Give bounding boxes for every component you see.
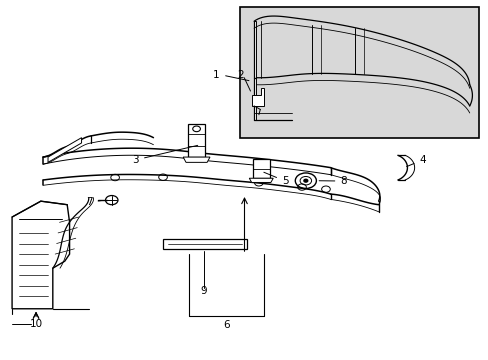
- Circle shape: [304, 179, 307, 182]
- Text: 8: 8: [319, 176, 346, 186]
- Polygon shape: [252, 159, 269, 178]
- Text: 3: 3: [132, 145, 197, 165]
- Polygon shape: [48, 138, 81, 162]
- Text: 2: 2: [237, 70, 244, 80]
- Polygon shape: [187, 123, 205, 157]
- Text: 10: 10: [29, 319, 42, 329]
- Text: 1: 1: [212, 70, 219, 80]
- Text: 4: 4: [406, 155, 425, 167]
- Polygon shape: [12, 201, 69, 309]
- Polygon shape: [251, 88, 263, 106]
- Text: 9: 9: [200, 286, 206, 296]
- Text: 5: 5: [264, 172, 288, 186]
- Polygon shape: [254, 21, 256, 120]
- Text: 7: 7: [86, 197, 102, 207]
- Text: 6: 6: [223, 320, 229, 330]
- Polygon shape: [183, 157, 209, 162]
- Polygon shape: [249, 178, 273, 183]
- Bar: [239, 7, 478, 138]
- Polygon shape: [163, 239, 246, 249]
